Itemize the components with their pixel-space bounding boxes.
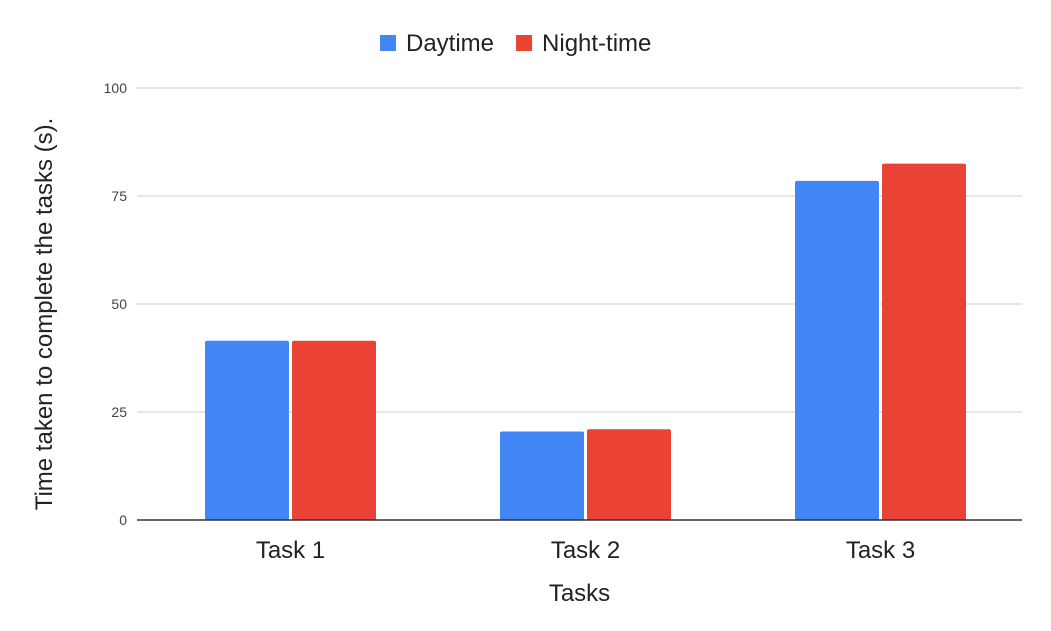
y-tick-label: 75	[111, 188, 127, 204]
bar-night-time-task-3	[882, 163, 966, 520]
legend-swatch	[380, 35, 396, 51]
x-tick-label: Task 2	[551, 537, 620, 564]
y-axis-ticks: 0 25 50 75 100	[104, 80, 128, 528]
legend: Daytime Night-time	[380, 30, 651, 57]
y-tick-label: 25	[111, 404, 127, 420]
x-axis-ticks: Task 1 Task 2 Task 3	[256, 537, 915, 564]
x-tick-label: Task 3	[846, 537, 915, 564]
bar-night-time-task-1	[292, 340, 376, 520]
bar-daytime-task-2	[500, 431, 584, 520]
y-tick-label: 50	[111, 296, 127, 312]
y-tick-label: 100	[104, 80, 128, 96]
y-axis-title: Time taken to complete the tasks (s).	[31, 118, 58, 511]
legend-swatch	[516, 35, 533, 51]
x-tick-label: Task 1	[256, 537, 325, 564]
bars	[205, 163, 966, 520]
y-tick-label: 0	[119, 512, 127, 528]
x-axis-title: Tasks	[549, 580, 610, 607]
bar-daytime-task-3	[795, 180, 879, 520]
legend-label: Night-time	[542, 30, 651, 57]
bar-night-time-task-2	[587, 429, 671, 520]
bar-daytime-task-1	[205, 340, 289, 520]
legend-label: Daytime	[406, 30, 494, 57]
